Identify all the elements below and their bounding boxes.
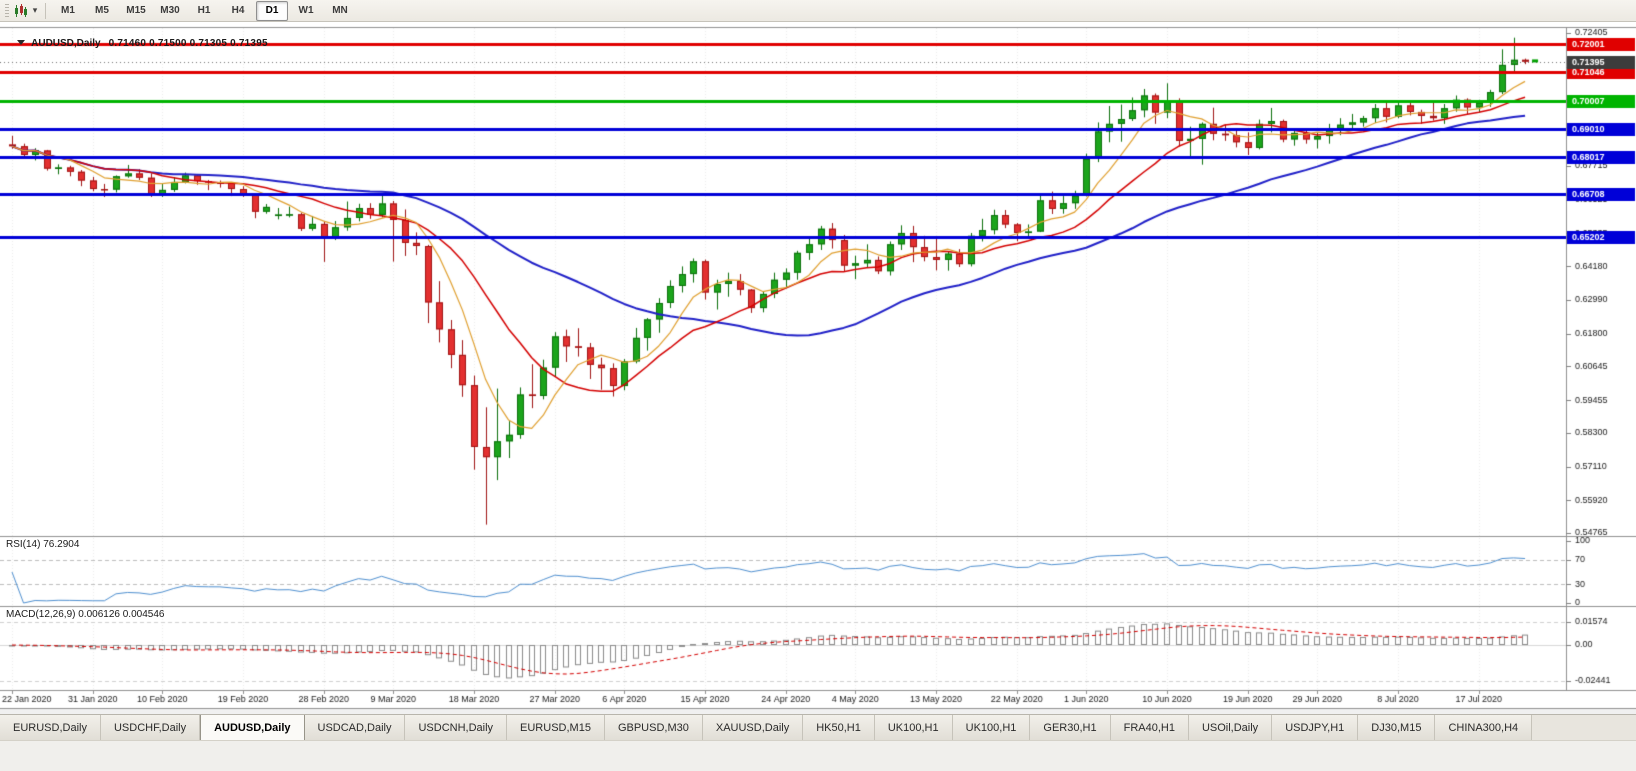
timeframe-toolbar: ▾ M1 M5 M15 M30 H1 H4 D1 W1 MN — [0, 0, 1636, 22]
timeframe-button-d1[interactable]: D1 — [256, 0, 288, 21]
timeframe-button-m1[interactable]: M1 — [61, 4, 75, 16]
chart-tabs-bar: EURUSD,Daily USDCHF,Daily AUDUSD,Daily USDC… — [0, 714, 1636, 740]
chart-tab-hk50-h1[interactable]: HK50,H1 — [803, 715, 875, 740]
chart-tab-usdjpy-h1[interactable]: USDJPY,H1 — [1272, 715, 1359, 740]
timeframe-button-m15[interactable]: M15 — [126, 4, 146, 16]
chart-tab-audusd-daily[interactable]: AUDUSD,Daily — [200, 715, 305, 740]
candlestick-chart-glyph — [15, 3, 27, 17]
timeframe-buttons-group: M1 M5 M15 M30 H1 H4 D1 W1 MN — [51, 0, 357, 21]
chart-tab-uk100-h1[interactable]: UK100,H1 — [874, 715, 953, 740]
chart-type-icon[interactable] — [12, 2, 30, 20]
timeframe-button-m5[interactable]: M5 — [95, 4, 109, 16]
timeframe-button-m30[interactable]: M30 — [160, 4, 180, 16]
timeframe-button-h4[interactable]: H4 — [231, 4, 245, 16]
price-chart-canvas[interactable] — [0, 22, 1636, 714]
chart-tab-usoil-daily[interactable]: USOil,Daily — [1188, 715, 1273, 740]
chart-tab-uk100-h1[interactable]: UK100,H1 — [952, 715, 1031, 740]
chevron-down-icon[interactable]: ▾ — [32, 5, 38, 15]
chart-tab-xauusd-daily[interactable]: XAUUSD,Daily — [702, 715, 804, 740]
chart-tab-usdcnh-daily[interactable]: USDCNH,Daily — [405, 715, 508, 740]
timeframe-button-w1[interactable]: W1 — [298, 4, 314, 16]
chart-tab-fra40-h1[interactable]: FRA40,H1 — [1110, 715, 1189, 740]
chart-tab-eurusd-m15[interactable]: EURUSD,M15 — [507, 715, 605, 740]
chart-window: AUDUSD,Daily 0.71460 0.71500 0.71305 0.71… — [0, 22, 1636, 714]
chart-tab-dj30-m15[interactable]: DJ30,M15 — [1358, 715, 1436, 740]
timeframe-button-h1[interactable]: H1 — [197, 4, 211, 16]
toolbar-drag-handle[interactable] — [5, 3, 9, 18]
chart-tab-gbpusd-m30[interactable]: GBPUSD,M30 — [604, 715, 703, 740]
chart-tab-usdcad-daily[interactable]: USDCAD,Daily — [304, 715, 406, 740]
chart-tab-usdchf-daily[interactable]: USDCHF,Daily — [100, 715, 201, 740]
status-bar — [0, 740, 1636, 771]
chart-tab-ger30-h1[interactable]: GER30,H1 — [1030, 715, 1111, 740]
toolbar-separator — [45, 2, 46, 19]
chart-tab-eurusd-daily[interactable]: EURUSD,Daily — [0, 715, 101, 740]
timeframe-button-mn[interactable]: MN — [332, 4, 348, 16]
chart-tab-china300-h4[interactable]: CHINA300,H4 — [1435, 715, 1533, 740]
